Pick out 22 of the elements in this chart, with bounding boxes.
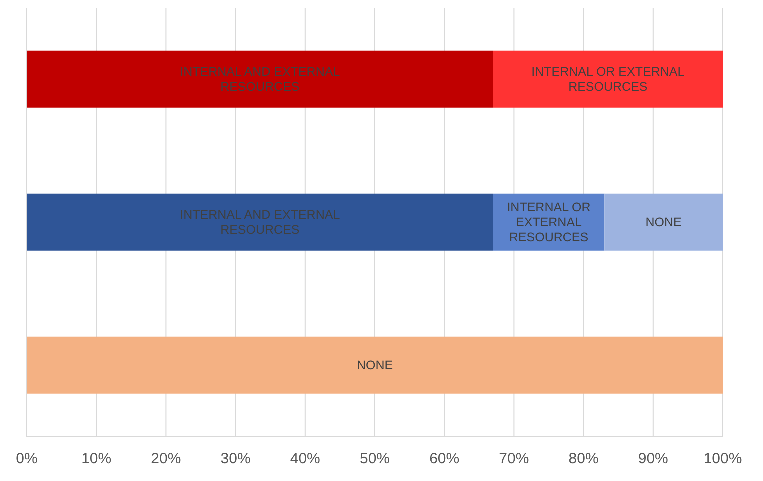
x-tick-label: 70% xyxy=(499,450,530,468)
x-tick-label: 80% xyxy=(568,450,599,468)
data-label: INTERNAL OR EXTERNAL RESOURCES xyxy=(532,64,685,94)
x-tick-label: 40% xyxy=(290,450,320,468)
bar xyxy=(27,194,494,251)
x-tick-label: 10% xyxy=(82,450,112,468)
x-tick-label: 0% xyxy=(16,450,38,468)
data-label: NONE xyxy=(646,215,682,230)
x-tick-label: 100% xyxy=(704,450,742,468)
data-label: INTERNAL OR EXTERNAL RESOURCES xyxy=(507,200,591,244)
bar xyxy=(493,50,723,108)
x-tick-label: 90% xyxy=(638,450,668,468)
data-label: INTERNAL AND EXTERNAL RESOURCES xyxy=(180,208,340,237)
bar xyxy=(27,336,723,394)
bar xyxy=(27,50,494,108)
x-tick-label: 60% xyxy=(430,450,460,468)
x-tick-label: 50% xyxy=(360,450,390,468)
x-tick-label: 30% xyxy=(220,450,251,468)
x-tick-label: 20% xyxy=(151,450,182,468)
data-label: INTERNAL AND EXTERNAL RESOURCES xyxy=(180,64,340,94)
bar xyxy=(604,194,723,251)
data-label: NONE xyxy=(356,358,394,372)
